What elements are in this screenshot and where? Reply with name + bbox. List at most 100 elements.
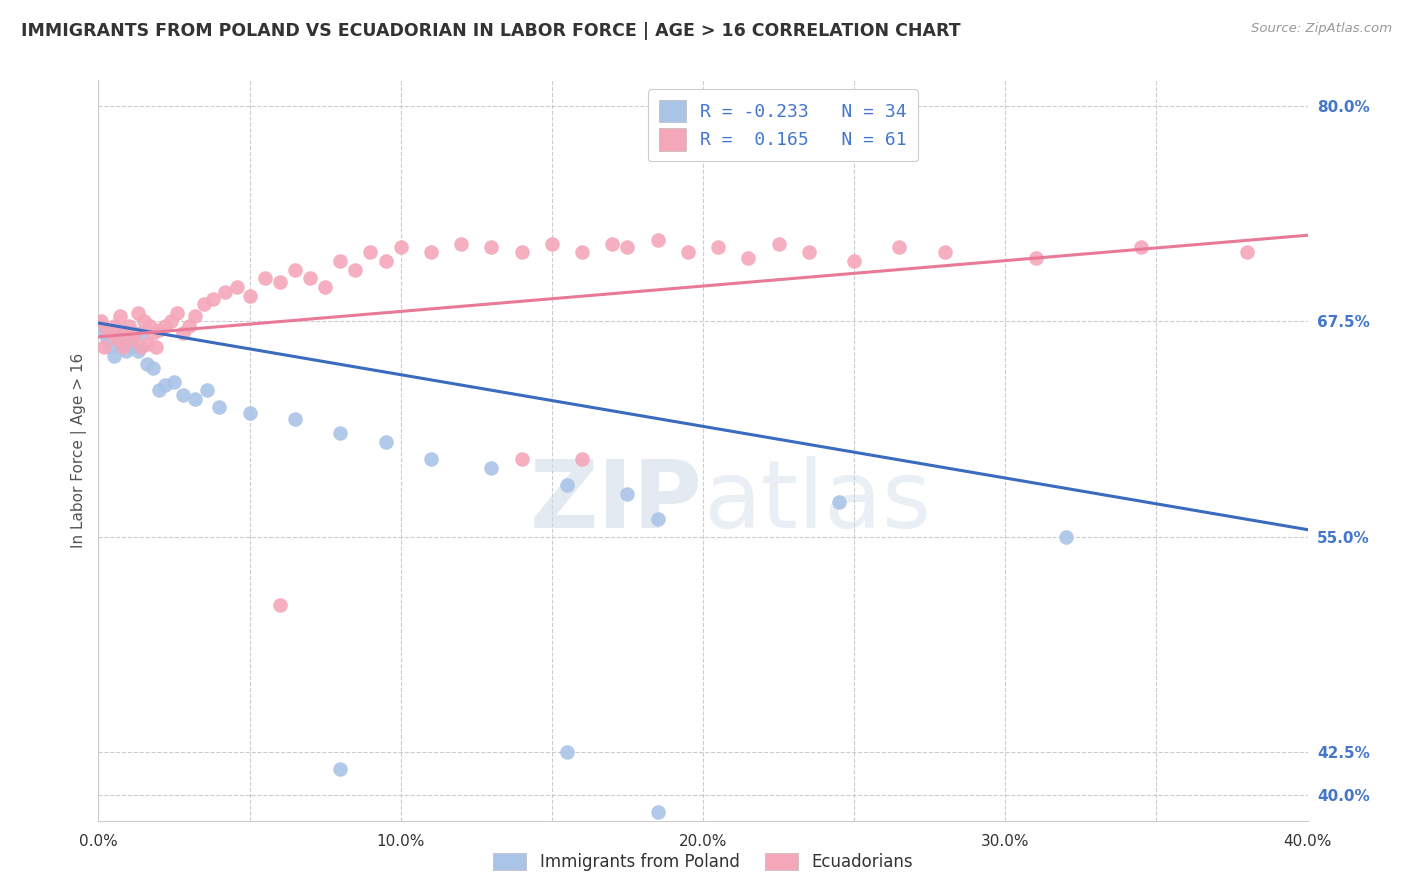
Point — [510, 245, 533, 260]
Legend: R = -0.233   N = 34, R =  0.165   N = 61: R = -0.233 N = 34, R = 0.165 N = 61 — [648, 89, 918, 161]
Point — [389, 240, 412, 254]
Point — [737, 251, 759, 265]
Point — [202, 292, 225, 306]
Point — [103, 319, 125, 334]
Point — [889, 240, 911, 254]
Text: IMMIGRANTS FROM POLAND VS ECUADORIAN IN LABOR FORCE | AGE > 16 CORRELATION CHART: IMMIGRANTS FROM POLAND VS ECUADORIAN IN … — [21, 22, 960, 40]
Point — [768, 236, 790, 251]
Point — [111, 340, 134, 354]
Point — [153, 378, 176, 392]
Text: atlas: atlas — [703, 457, 931, 549]
Point — [127, 306, 149, 320]
Point — [284, 412, 307, 426]
Point — [676, 245, 699, 260]
Point — [142, 326, 165, 341]
Point — [103, 323, 125, 337]
Point — [329, 762, 352, 776]
Point — [124, 326, 146, 341]
Point — [139, 319, 162, 334]
Point — [121, 340, 143, 354]
Point — [602, 236, 624, 251]
Point — [105, 326, 128, 341]
Point — [90, 319, 112, 334]
Point — [647, 234, 669, 248]
Point — [481, 240, 503, 254]
Point — [160, 314, 183, 328]
Point — [135, 357, 157, 371]
Point — [616, 240, 638, 254]
Point — [163, 375, 186, 389]
Point — [108, 336, 131, 351]
Point — [299, 271, 322, 285]
Point — [420, 245, 443, 260]
Point — [360, 245, 382, 260]
Point — [374, 254, 396, 268]
Point — [1054, 530, 1077, 544]
Point — [420, 452, 443, 467]
Point — [114, 326, 136, 341]
Point — [510, 452, 533, 467]
Point — [450, 236, 472, 251]
Point — [329, 426, 352, 441]
Point — [166, 306, 188, 320]
Point — [226, 280, 249, 294]
Point — [844, 254, 866, 268]
Point — [195, 383, 218, 397]
Point — [616, 486, 638, 500]
Point — [1024, 251, 1046, 265]
Point — [571, 245, 593, 260]
Point — [269, 275, 291, 289]
Point — [828, 495, 851, 509]
Y-axis label: In Labor Force | Age > 16: In Labor Force | Age > 16 — [72, 353, 87, 548]
Point — [1130, 240, 1153, 254]
Point — [647, 512, 669, 526]
Point — [239, 406, 262, 420]
Point — [253, 271, 276, 285]
Point — [555, 745, 578, 759]
Point — [571, 452, 593, 467]
Point — [145, 340, 167, 354]
Point — [214, 285, 236, 299]
Point — [100, 326, 122, 341]
Point — [132, 314, 155, 328]
Legend: Immigrants from Poland, Ecuadorians: Immigrants from Poland, Ecuadorians — [485, 845, 921, 880]
Point — [208, 401, 231, 415]
Point — [148, 323, 170, 337]
Text: ZIP: ZIP — [530, 457, 703, 549]
Point — [179, 319, 201, 334]
Point — [129, 340, 152, 354]
Point — [135, 336, 157, 351]
Point — [1236, 245, 1258, 260]
Point — [118, 332, 141, 346]
Point — [103, 349, 125, 363]
Point — [148, 383, 170, 397]
Point — [284, 262, 307, 277]
Point — [707, 240, 730, 254]
Point — [540, 236, 562, 251]
Point — [934, 245, 956, 260]
Point — [481, 460, 503, 475]
Point — [114, 343, 136, 358]
Point — [100, 340, 122, 354]
Point — [127, 343, 149, 358]
Point — [93, 326, 115, 341]
Point — [797, 245, 820, 260]
Point — [374, 434, 396, 449]
Point — [96, 332, 118, 346]
Point — [111, 323, 134, 337]
Point — [108, 309, 131, 323]
Point — [647, 805, 669, 819]
Point — [172, 388, 194, 402]
Point — [90, 314, 112, 328]
Point — [269, 599, 291, 613]
Point — [184, 309, 207, 323]
Text: Source: ZipAtlas.com: Source: ZipAtlas.com — [1251, 22, 1392, 36]
Point — [555, 478, 578, 492]
Point — [129, 326, 152, 341]
Point — [118, 319, 141, 334]
Point — [329, 254, 352, 268]
Point — [184, 392, 207, 406]
Point — [314, 280, 336, 294]
Point — [93, 340, 115, 354]
Point — [153, 319, 176, 334]
